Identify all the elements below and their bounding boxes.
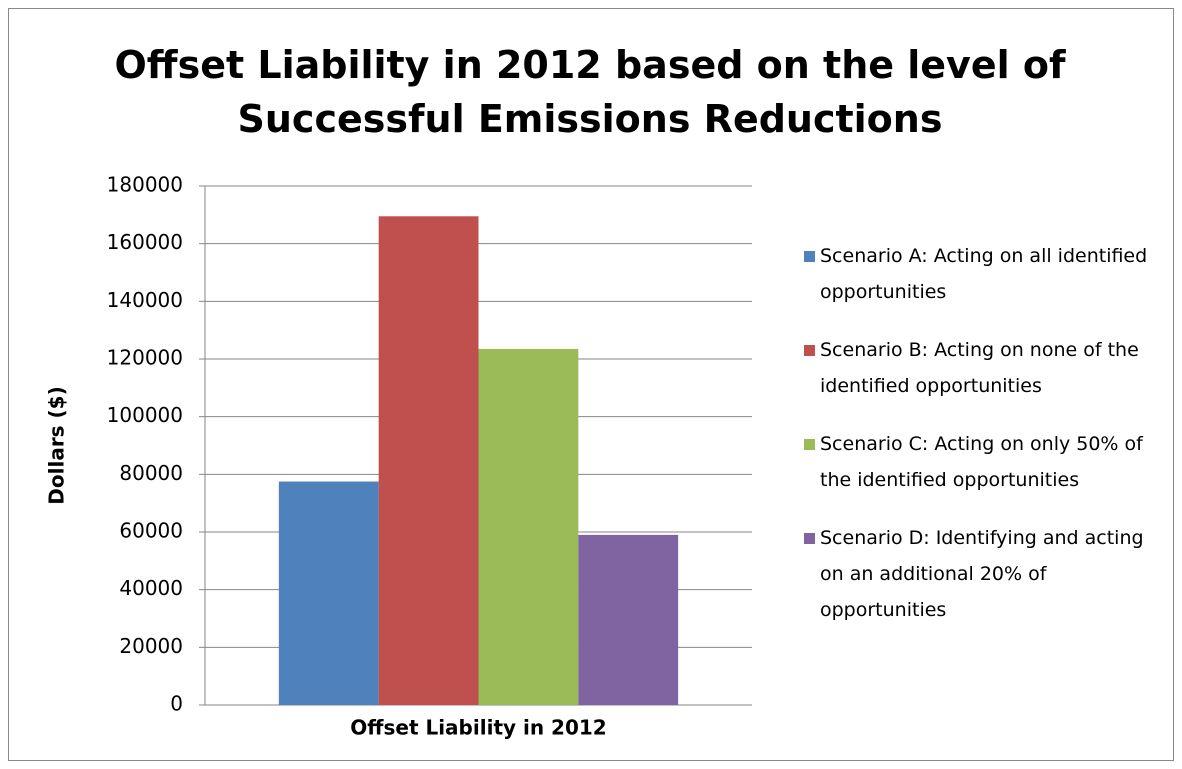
legend-item: Scenario A: Acting on all identified opp… <box>804 238 1164 310</box>
bar <box>478 348 579 705</box>
legend-label: Scenario A: Acting on all identified opp… <box>820 245 1148 303</box>
y-tick-label: 140000 <box>107 288 183 312</box>
y-tick-label: 120000 <box>107 346 183 370</box>
y-tick-label: 40000 <box>119 576 183 600</box>
legend: Scenario A: Acting on all identified opp… <box>804 238 1164 628</box>
legend-swatch <box>804 251 815 262</box>
bar <box>578 534 679 705</box>
legend-swatch <box>804 345 815 356</box>
legend-item: Scenario D: Identifying and acting on an… <box>804 520 1164 628</box>
legend-label: Scenario B: Acting on none of the identi… <box>820 339 1139 397</box>
y-tick-label: 20000 <box>119 634 183 658</box>
y-tick-label: 180000 <box>107 173 183 197</box>
legend-swatch <box>804 533 815 544</box>
y-axis-label: Dollars ($) <box>45 386 69 504</box>
bar <box>278 481 379 705</box>
legend-swatch <box>804 439 815 450</box>
legend-item: Scenario C: Acting on only 50% of the id… <box>804 426 1164 498</box>
y-tick-label: 100000 <box>107 403 183 427</box>
bar <box>378 216 479 705</box>
y-tick-label: 0 <box>170 692 183 716</box>
legend-item: Scenario B: Acting on none of the identi… <box>804 332 1164 404</box>
legend-label: Scenario C: Acting on only 50% of the id… <box>820 433 1143 491</box>
chart-border <box>8 8 1174 761</box>
y-tick-label: 160000 <box>107 230 183 254</box>
y-tick-label: 80000 <box>119 461 183 485</box>
legend-label: Scenario D: Identifying and acting on an… <box>820 527 1144 621</box>
chart-title: Offset Liability in 2012 based on the le… <box>114 43 1066 141</box>
x-tick-label: Offset Liability in 2012 <box>350 716 606 740</box>
y-tick-label: 60000 <box>119 519 183 543</box>
